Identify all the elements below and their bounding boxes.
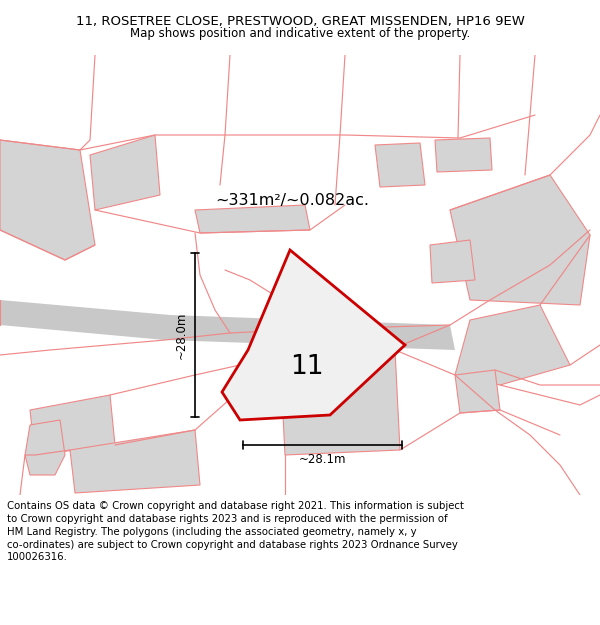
Text: ~331m²/~0.082ac.: ~331m²/~0.082ac. xyxy=(215,192,369,208)
Polygon shape xyxy=(222,250,405,420)
Polygon shape xyxy=(455,305,570,385)
Polygon shape xyxy=(70,430,200,493)
Text: ~28.0m: ~28.0m xyxy=(175,311,188,359)
Polygon shape xyxy=(90,135,160,210)
Polygon shape xyxy=(0,300,455,350)
Polygon shape xyxy=(450,175,590,305)
Text: 11: 11 xyxy=(290,354,324,380)
Polygon shape xyxy=(30,395,115,455)
Polygon shape xyxy=(435,138,492,172)
Polygon shape xyxy=(25,420,65,475)
Text: Map shows position and indicative extent of the property.: Map shows position and indicative extent… xyxy=(130,27,470,39)
Polygon shape xyxy=(195,205,310,233)
Polygon shape xyxy=(430,240,475,283)
Polygon shape xyxy=(280,350,400,455)
Text: ~28.1m: ~28.1m xyxy=(299,453,346,466)
Text: Contains OS data © Crown copyright and database right 2021. This information is : Contains OS data © Crown copyright and d… xyxy=(7,501,464,562)
Polygon shape xyxy=(0,140,95,260)
Polygon shape xyxy=(455,370,500,413)
Text: 11, ROSETREE CLOSE, PRESTWOOD, GREAT MISSENDEN, HP16 9EW: 11, ROSETREE CLOSE, PRESTWOOD, GREAT MIS… xyxy=(76,16,524,28)
Polygon shape xyxy=(375,143,425,187)
